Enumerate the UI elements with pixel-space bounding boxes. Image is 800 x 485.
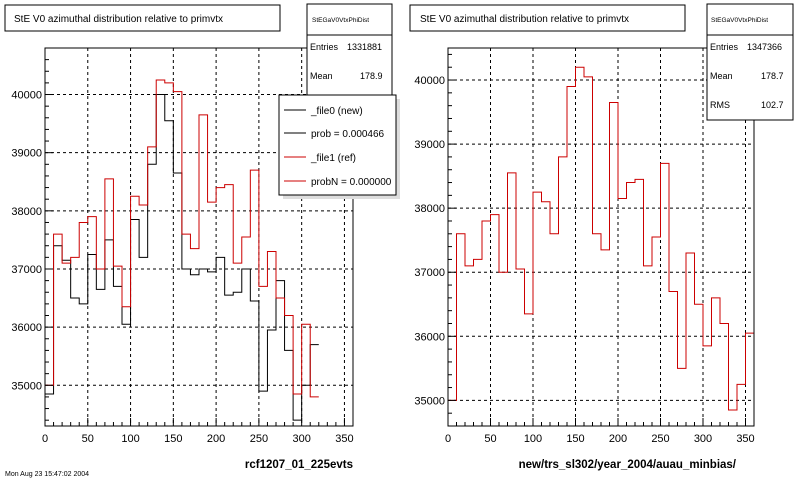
left-chart-title: StE V0 azimuthal distribution relative t… (14, 14, 223, 25)
x-tick-label: 100 (524, 433, 542, 445)
x-tick-label: 100 (121, 433, 139, 445)
left-axis-ticks: 0 50 100 150 200 250 300 350 35000 36000 37000 3800… (11, 47, 354, 445)
y-tick-label: 35000 (414, 395, 445, 407)
right-stats-mean: 178.7 (761, 71, 784, 81)
right-title-box (409, 4, 686, 32)
right-chart-title: StE V0 azimuthal distribution relative t… (420, 14, 629, 25)
right-stats-entries: 1347366 (747, 42, 782, 52)
left-histogram-panel: 0 50 100 150 200 250 300 350 35000 36000 37000 3800… (4, 3, 400, 471)
legend-entry-file1: _file1 (ref) (310, 153, 356, 164)
right-axis-ticks: 0 50 100 150 200 250 300 350 35000 36000 37000 3800… (414, 53, 755, 445)
left-stats-mean-label: Mean (310, 71, 333, 81)
y-tick-label: 39000 (414, 139, 445, 151)
x-tick-label: 350 (736, 433, 754, 445)
y-tick-label: 39000 (11, 148, 42, 160)
legend-entry-file0: _file0 (new) (310, 106, 363, 117)
right-stats-mean-label: Mean (710, 71, 733, 81)
histogram-series-line (44, 79, 319, 426)
left-stats-mean: 178.9 (360, 71, 383, 81)
legend-entry-probn: probN = 0.000000 (311, 177, 392, 188)
x-tick-label: 300 (292, 433, 310, 445)
y-tick-label: 37000 (11, 264, 42, 276)
left-x-axis-label: rcf1207_01_225evts (245, 459, 353, 471)
y-tick-label: 37000 (414, 267, 445, 279)
x-tick-label: 50 (82, 433, 94, 445)
y-tick-label: 35000 (11, 380, 42, 392)
right-stats-entries-label: Entries (710, 42, 739, 52)
right-x-axis-label: new/trs_sl302/year_2004/auau_minbias/ (519, 459, 737, 471)
y-tick-label: 38000 (11, 206, 42, 218)
y-tick-label: 36000 (11, 322, 42, 334)
y-tick-label: 38000 (414, 203, 445, 215)
right-stats-rms-label: RMS (710, 100, 730, 110)
histogram-series-line (447, 66, 754, 426)
x-tick-label: 150 (164, 433, 182, 445)
x-tick-label: 250 (651, 433, 669, 445)
right-stats-rms: 102.7 (761, 100, 784, 110)
left-title-box (4, 4, 281, 32)
x-tick-label: 200 (609, 433, 627, 445)
left-series-group (44, 79, 319, 426)
y-tick-label: 36000 (414, 331, 445, 343)
left-stats-entries-label: Entries (310, 42, 339, 52)
legend-entry-prob: prob = 0.000466 (311, 129, 385, 140)
left-stats-name: StEGaV0VtxPhiDist (312, 17, 369, 24)
x-tick-label: 250 (250, 433, 268, 445)
x-tick-label: 0 (42, 433, 48, 445)
x-tick-label: 0 (445, 433, 451, 445)
y-tick-label: 40000 (414, 75, 445, 87)
left-stats-box: StEGaV0VtxPhiDist Entries 1331881 Mean 1… (306, 3, 393, 97)
right-stats-box: StEGaV0VtxPhiDist Entries 1347366 Mean 1… (706, 3, 794, 121)
right-series-group (447, 66, 754, 426)
y-tick-label: 40000 (11, 90, 42, 102)
x-tick-label: 150 (566, 433, 584, 445)
x-tick-label: 200 (207, 433, 225, 445)
left-stats-entries: 1331881 (347, 42, 382, 52)
right-stats-name: StEGaV0VtxPhiDist (711, 17, 768, 24)
x-tick-label: 50 (484, 433, 496, 445)
left-legend: _file0 (new) prob = 0.000466 _file1 (ref… (278, 94, 400, 199)
x-tick-label: 300 (694, 433, 712, 445)
right-histogram-panel: 0 50 100 150 200 250 300 350 35000 36000 37000 3800… (409, 3, 794, 471)
footer-timestamp: Mon Aug 23 15:47:02 2004 (5, 471, 89, 478)
x-tick-label: 350 (335, 433, 353, 445)
